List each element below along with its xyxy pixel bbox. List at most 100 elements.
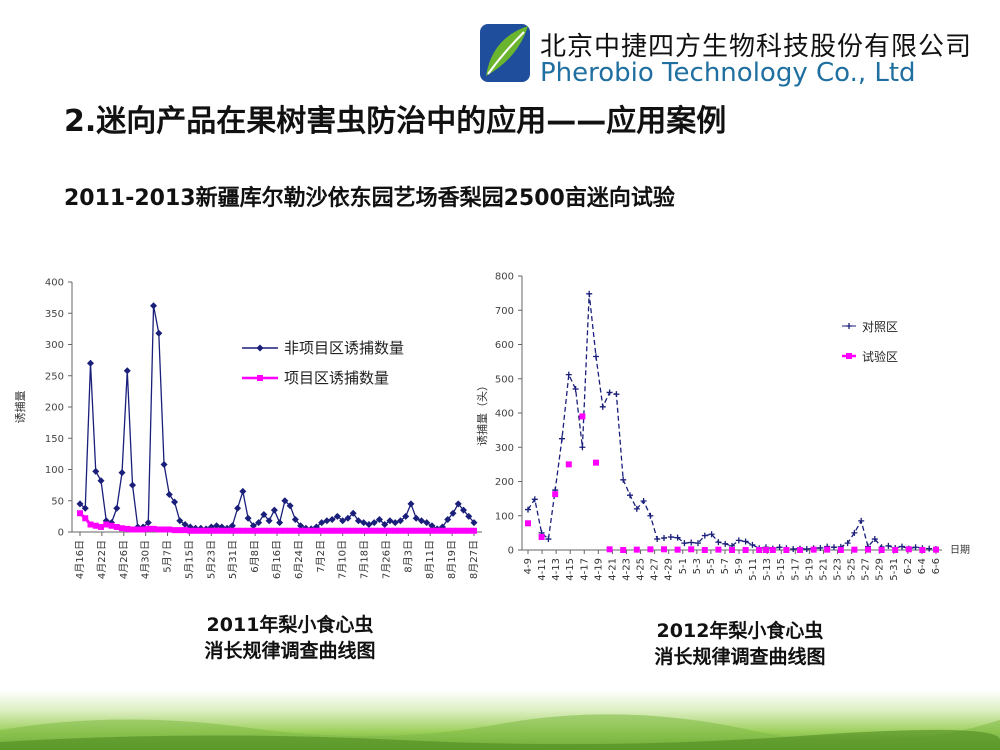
series-0-point <box>255 519 263 527</box>
series-1-point <box>245 527 252 534</box>
series-line-0 <box>79 305 475 530</box>
series-0-point <box>171 498 179 506</box>
series-0-point <box>181 521 189 528</box>
series-1-point <box>413 527 420 534</box>
series-1-point <box>344 527 351 534</box>
series-1-point <box>919 547 926 553</box>
series-1-point <box>538 533 545 540</box>
series-1-point <box>865 546 871 553</box>
series-0-point <box>661 535 667 542</box>
x-tick-label: 4月26日 <box>118 540 130 579</box>
series-1-point <box>376 527 383 534</box>
series-1-point <box>402 527 409 534</box>
series-1-point <box>423 527 430 534</box>
series-0-point <box>386 517 394 525</box>
series-1-point <box>350 527 357 534</box>
series-0-point <box>449 509 457 517</box>
series-1-point <box>701 547 708 553</box>
x-tick-label: 4-11 <box>537 558 548 581</box>
x-tick-label: 6-4 <box>917 558 928 574</box>
series-1-point <box>729 547 735 553</box>
series-0-point <box>328 516 336 523</box>
series-0-point <box>381 521 389 528</box>
x-tick-label: 7月18日 <box>359 540 371 579</box>
series-1-point <box>318 527 325 534</box>
x-tick-label: 6-6 <box>931 558 942 574</box>
y-tick-label: 150 <box>45 434 64 445</box>
series-0-point <box>579 444 586 451</box>
x-tick-label: 4-9 <box>523 558 534 574</box>
y-tick-label: 300 <box>45 340 64 351</box>
series-1-point <box>525 520 531 527</box>
series-1-point <box>905 546 912 553</box>
series-0-point <box>599 403 606 410</box>
series-0-point <box>76 500 84 508</box>
series-0-point <box>454 500 462 508</box>
series-0-point <box>228 522 236 530</box>
series-0-point <box>695 540 701 547</box>
series-0-point <box>674 534 681 541</box>
series-1-point <box>213 527 220 534</box>
series-1-point <box>633 546 640 553</box>
series-0-point <box>365 521 373 528</box>
series-0-point <box>129 481 137 489</box>
series-1-point <box>674 546 681 553</box>
series-0-point <box>323 517 331 525</box>
series-1-point <box>397 527 404 534</box>
series-1-point <box>892 547 899 553</box>
series-1-point <box>176 527 183 534</box>
series-0-point <box>559 435 565 442</box>
series-1-point <box>769 547 776 553</box>
series-0-point <box>722 540 729 547</box>
series-1-point <box>276 527 283 534</box>
series-0-point <box>344 514 352 522</box>
series-1-point <box>756 547 763 553</box>
x-tick-label: 5月7日 <box>162 540 174 573</box>
x-tick-label: 5月23日 <box>205 540 217 579</box>
series-0-point <box>633 505 640 512</box>
series-1-point <box>287 527 294 534</box>
legend-label: 非项目区诱捕数量 <box>284 339 404 357</box>
series-0-point <box>113 504 121 512</box>
y-tick-label: 0 <box>508 546 514 557</box>
series-1-point <box>620 547 627 553</box>
series-1-point <box>129 526 136 533</box>
series-0-point <box>354 517 362 525</box>
series-0-point <box>525 506 531 513</box>
x-tick-label: 4月30日 <box>140 540 152 579</box>
series-1-point <box>742 547 749 553</box>
series-1-point <box>434 527 441 534</box>
series-1-point <box>878 547 885 553</box>
legend-label: 对照区 <box>862 320 898 334</box>
y-tick-label: 100 <box>495 511 514 522</box>
series-1-point <box>119 525 126 532</box>
series-0-point <box>176 517 184 525</box>
series-1-point <box>302 527 309 534</box>
legend-label: 项目区诱捕数量 <box>284 369 389 387</box>
y-tick-label: 700 <box>495 306 514 317</box>
series-0-point <box>593 353 599 360</box>
series-1-point <box>688 546 695 553</box>
y-tick-label: 600 <box>495 340 514 351</box>
series-0-point <box>606 389 613 396</box>
series-0-point <box>688 539 695 546</box>
x-tick-label: 4月16日 <box>74 540 86 579</box>
series-1-point <box>124 525 131 532</box>
series-1-point <box>208 527 215 534</box>
series-0-point <box>817 544 824 551</box>
series-0-point <box>803 545 810 552</box>
series-1-point <box>297 527 304 534</box>
x-tick-label: 4-21 <box>607 558 618 581</box>
series-0-point <box>640 498 647 505</box>
series-1-point <box>140 526 147 533</box>
series-1-point <box>203 527 210 534</box>
series-0-point <box>790 545 797 552</box>
series-0-point <box>926 545 933 552</box>
chart-2012-caption-line2: 消长规律调查曲线图 <box>654 646 826 668</box>
x-tick-label: 5-19 <box>804 558 815 581</box>
series-1-point <box>824 546 831 553</box>
y-axis-label: 诱捕量（头） <box>475 380 489 446</box>
series-1-point <box>465 527 472 534</box>
series-0-point <box>742 538 749 545</box>
series-1-point <box>134 526 141 533</box>
